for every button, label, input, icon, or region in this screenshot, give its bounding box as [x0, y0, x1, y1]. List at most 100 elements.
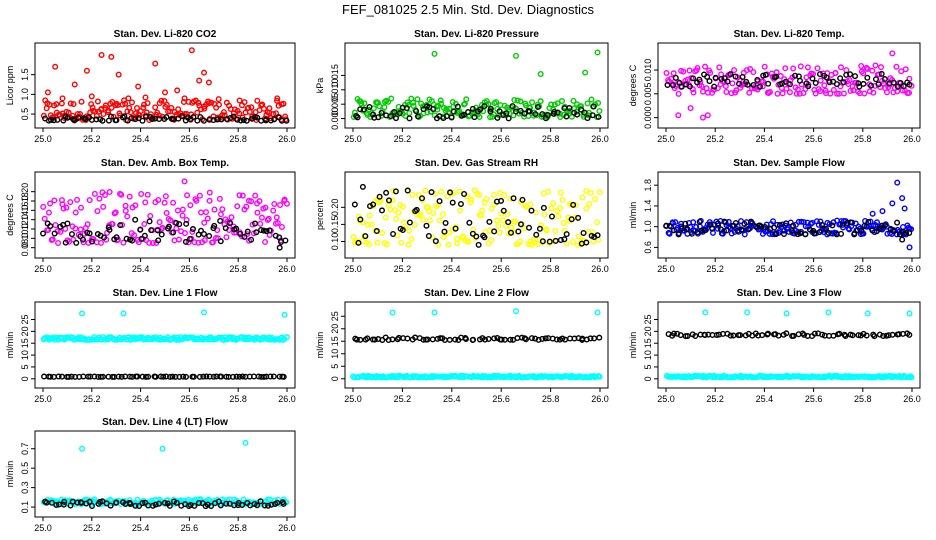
data-point: [469, 105, 476, 112]
data-point: [560, 219, 567, 226]
x-tick-label: 26.0: [591, 134, 609, 144]
data-point: [71, 117, 78, 124]
data-point-outlier: [201, 309, 208, 316]
data-point: [159, 224, 166, 231]
data-point: [488, 237, 495, 244]
data-point: [724, 78, 731, 85]
data-point: [160, 373, 167, 380]
data-point: [230, 373, 237, 380]
data-point: [274, 97, 281, 104]
x-tick-label: 25.0: [344, 394, 362, 404]
x-tick-label: 26.0: [591, 394, 609, 404]
y-tick-label: 0.000: [330, 107, 340, 130]
data-point: [236, 373, 243, 380]
data-point: [580, 229, 587, 236]
data-point: [908, 374, 915, 381]
data-point: [559, 196, 566, 203]
data-point: [271, 200, 278, 207]
data-point: [563, 113, 570, 120]
data-point: [436, 198, 443, 205]
data-point: [94, 208, 101, 215]
data-point: [134, 373, 141, 380]
data-point: [353, 113, 360, 120]
data-point: [203, 373, 210, 380]
data-point: [675, 231, 682, 238]
data-point-outlier: [869, 210, 876, 217]
data-point: [158, 231, 165, 238]
x-tick-label: 25.6: [492, 264, 510, 274]
data-point: [155, 196, 162, 203]
data-point-outlier: [687, 105, 694, 112]
data-point: [851, 231, 858, 238]
data-point: [99, 117, 106, 124]
data-point: [252, 192, 259, 199]
data-point: [258, 214, 265, 221]
data-point-outlier: [675, 112, 682, 119]
data-point: [742, 332, 749, 339]
data-point: [663, 222, 670, 229]
data-point-outlier: [699, 114, 706, 121]
data-point: [86, 197, 93, 204]
data-point: [233, 373, 240, 380]
data-point: [67, 199, 74, 206]
data-point: [415, 191, 422, 198]
data-point-outlier: [83, 67, 90, 74]
data-point: [72, 225, 79, 232]
series-black: [352, 334, 603, 343]
data-point: [811, 230, 818, 237]
data-point: [139, 117, 146, 124]
data-point: [173, 499, 180, 506]
series-black: [42, 498, 287, 510]
data-point: [101, 234, 108, 241]
x-tick-label: 25.0: [34, 394, 52, 404]
data-point-outlier: [79, 445, 86, 452]
data-point: [721, 218, 728, 225]
data-point: [446, 336, 453, 343]
data-point: [487, 114, 494, 121]
x-tick-label: 25.2: [83, 394, 101, 404]
data-point: [864, 66, 871, 73]
data-point: [790, 222, 797, 229]
data-point: [538, 372, 545, 379]
data-point: [463, 96, 470, 103]
data-point: [684, 333, 691, 340]
data-point: [156, 112, 163, 119]
data-point: [169, 373, 176, 380]
y-axis-label: ml/min: [5, 461, 15, 488]
x-tick-label: 25.6: [492, 394, 510, 404]
data-point: [680, 68, 687, 75]
data-point: [503, 110, 510, 117]
chart-panel-3: Stan. Dev. Li-820 Temp. 25.0 25.2 25.4 25.6 2…: [628, 29, 921, 144]
data-point: [389, 197, 396, 204]
x-tick-label: 25.0: [34, 523, 52, 533]
data-point: [476, 191, 483, 198]
data-point: [596, 189, 603, 196]
data-point: [152, 501, 159, 508]
data-point: [746, 89, 753, 96]
y-tick-label: 0: [643, 376, 653, 381]
data-point: [461, 111, 468, 118]
series-black: [663, 218, 913, 243]
data-point: [392, 115, 399, 122]
chart-panel-1: Stan. Dev. Li-820 CO2 25.0 25.2 25.4 25.6 25.…: [5, 29, 296, 144]
data-point: [422, 187, 429, 194]
data-point: [541, 211, 548, 218]
data-point: [267, 373, 274, 380]
data-point: [182, 373, 189, 380]
y-tick-label: 0.10: [20, 230, 30, 248]
data-point-outlier: [142, 94, 149, 101]
data-point: [89, 238, 96, 245]
data-point: [215, 116, 222, 123]
data-point: [379, 229, 386, 236]
data-point: [174, 207, 181, 214]
y-axis-label: degrees C: [5, 194, 15, 236]
data-point: [216, 195, 223, 202]
x-tick-label: 25.0: [34, 264, 52, 274]
data-point: [353, 336, 360, 343]
y-tick-label: 15: [20, 338, 30, 348]
data-point: [589, 112, 596, 119]
data-point: [478, 212, 485, 219]
data-point: [876, 331, 883, 338]
data-point: [52, 222, 59, 229]
data-point: [196, 373, 203, 380]
